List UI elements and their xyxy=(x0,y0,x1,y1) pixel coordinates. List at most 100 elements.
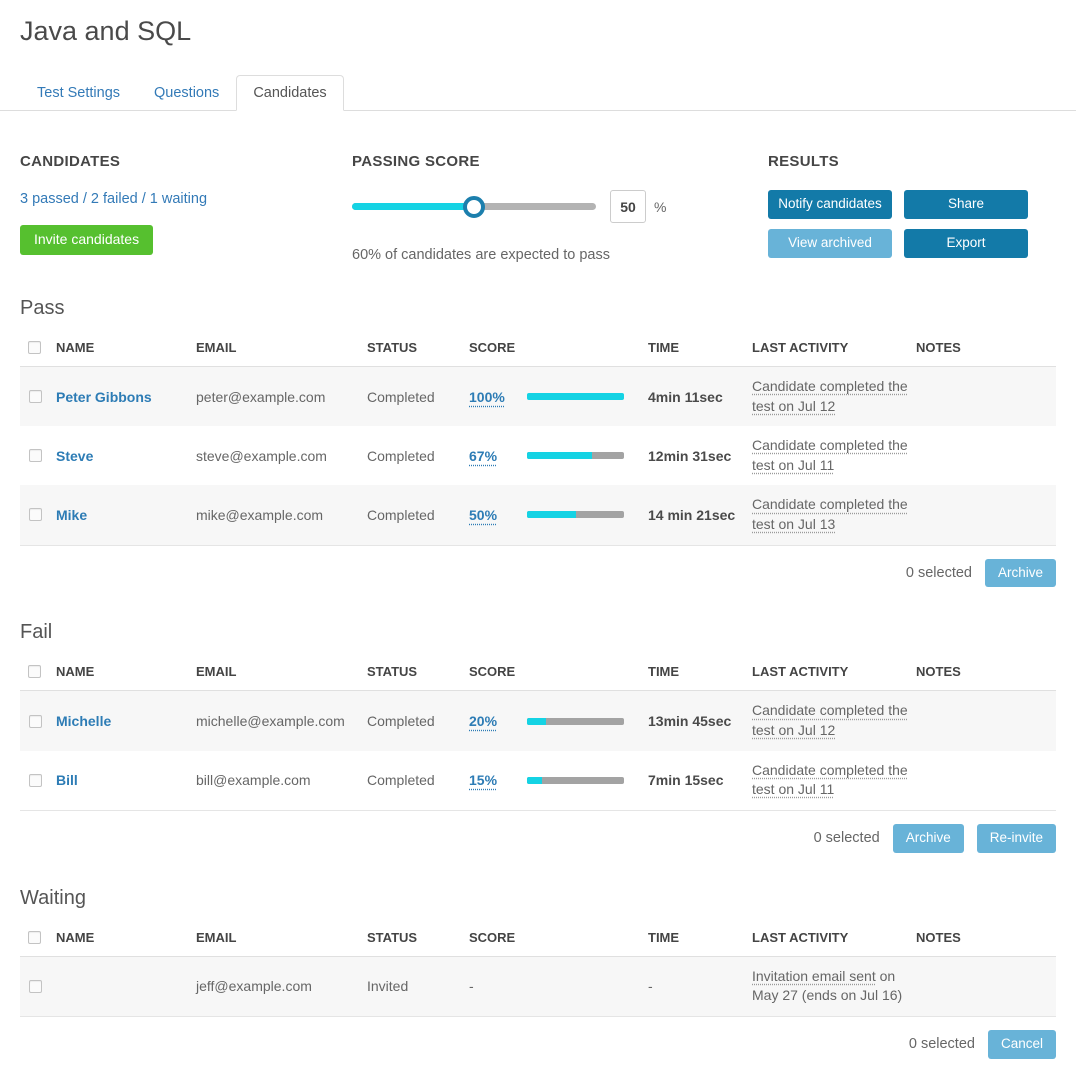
passing-score-slider-row: % xyxy=(352,190,768,223)
activity-link[interactable]: Invitation email sent xyxy=(752,967,876,984)
passing-score-input[interactable] xyxy=(610,190,646,223)
candidate-name[interactable]: Bill xyxy=(56,772,78,789)
score-link[interactable]: 20% xyxy=(469,713,498,730)
tab-candidates[interactable]: Candidates xyxy=(236,75,344,111)
notify-candidates-button[interactable]: Notify candidates xyxy=(768,190,892,219)
candidate-email: jeff@example.com xyxy=(196,978,312,995)
candidate-section: Fail NAME EMAIL STATUS SCORE TIME LAST ACTIVI… xyxy=(0,621,1076,853)
table-header-row: NAME EMAIL STATUS SCORE TIME LAST ACTIVITY NOT… xyxy=(20,923,1056,957)
column-header-last-activity: LAST ACTIVITY xyxy=(752,923,916,957)
candidate-time: 4min 11sec xyxy=(648,388,723,405)
score-link[interactable]: 15% xyxy=(469,772,498,789)
column-header-score: SCORE xyxy=(469,658,648,692)
view-archived-button[interactable]: View archived xyxy=(768,228,892,258)
status-cell: Completed xyxy=(367,485,469,545)
name-cell: Mike xyxy=(56,485,196,545)
footer-buttons: Cancel xyxy=(987,1029,1056,1059)
candidate-time: 14 min 21sec xyxy=(648,506,736,523)
activity-link[interactable]: Candidate completed the test on Jul 11 xyxy=(752,437,908,473)
row-checkbox[interactable] xyxy=(29,979,42,993)
score-cell: 20% xyxy=(469,691,648,751)
candidate-row: Steve steve@example.com Completed 67% 12… xyxy=(20,426,1056,485)
footer-buttons: Archive Re-invite xyxy=(892,823,1056,853)
activity-link[interactable]: Candidate completed the test on Jul 13 xyxy=(752,496,908,532)
candidate-name[interactable]: Mike xyxy=(56,506,88,523)
expected-pass-text: 60% of candidates are expected to pass xyxy=(352,247,610,263)
candidate-section: Waiting NAME EMAIL STATUS SCORE TIME LAST ACT… xyxy=(0,887,1076,1059)
tab-questions[interactable]: Questions xyxy=(154,85,220,101)
time-cell: 7min 15sec xyxy=(648,751,752,811)
name-cell: Steve xyxy=(56,426,196,485)
table-header-row: NAME EMAIL STATUS SCORE TIME LAST ACTIVITY NOT… xyxy=(20,658,1056,692)
candidate-status: Completed xyxy=(367,447,435,464)
column-header-status: STATUS xyxy=(367,334,469,367)
slider-handle[interactable] xyxy=(463,195,485,218)
candidate-status: Completed xyxy=(367,772,435,789)
results-heading: RESULTS xyxy=(768,153,839,170)
notes-cell xyxy=(916,691,1056,751)
candidate-name[interactable]: Steve xyxy=(56,447,94,464)
candidate-section: Pass NAME EMAIL STATUS SCORE TIME LAST ACTIVI… xyxy=(0,297,1076,588)
export-button[interactable]: Export xyxy=(904,228,1028,258)
column-header-time: TIME xyxy=(648,658,752,692)
candidate-status: Completed xyxy=(367,713,435,730)
score-link[interactable]: 67% xyxy=(469,447,498,464)
row-checkbox[interactable] xyxy=(29,390,42,404)
email-cell: peter@example.com xyxy=(196,367,367,427)
table-header-row: NAME EMAIL STATUS SCORE TIME LAST ACTIVITY NOT… xyxy=(20,334,1056,367)
candidate-name[interactable]: Michelle xyxy=(56,713,112,730)
column-header-last-activity: LAST ACTIVITY xyxy=(752,658,916,692)
re-invite-button[interactable]: Re-invite xyxy=(976,823,1056,853)
score-cell: 100% xyxy=(469,367,648,427)
candidate-time: 13min 45sec xyxy=(648,713,732,730)
tab-test-settings[interactable]: Test Settings xyxy=(37,85,121,101)
cancel-button[interactable]: Cancel xyxy=(987,1029,1056,1059)
page-title: Java and SQL xyxy=(20,16,192,46)
candidate-row: Bill bill@example.com Completed 15% 7min… xyxy=(20,751,1056,811)
column-header-notes: NOTES xyxy=(916,923,1056,957)
score-bar-fill xyxy=(527,511,576,519)
email-cell: steve@example.com xyxy=(196,426,367,485)
row-select-cell xyxy=(20,485,56,545)
results-buttons: Notify candidates Share View archived Ex… xyxy=(768,190,1056,258)
candidate-row: Michelle michelle@example.com Completed … xyxy=(20,690,1056,751)
candidate-email: peter@example.com xyxy=(196,388,326,405)
time-cell: 12min 31sec xyxy=(648,426,752,485)
row-select-cell xyxy=(20,367,56,427)
row-checkbox[interactable] xyxy=(29,773,42,787)
activity-link[interactable]: Candidate completed the test on Jul 12 xyxy=(752,378,908,414)
candidate-time: - xyxy=(648,978,653,995)
email-cell: mike@example.com xyxy=(196,485,367,545)
invite-candidates-button[interactable]: Invite candidates xyxy=(20,225,154,255)
select-all-checkbox[interactable] xyxy=(28,930,41,944)
column-header-name: NAME xyxy=(56,923,196,957)
archive-button[interactable]: Archive xyxy=(892,823,964,853)
results-panel: RESULTS Notify candidates Share View arc… xyxy=(768,153,1056,263)
table-body: Peter Gibbons peter@example.com Complete… xyxy=(20,366,1056,546)
score-link[interactable]: 50% xyxy=(469,506,498,523)
passing-score-slider[interactable] xyxy=(352,195,596,218)
activity-link[interactable]: Candidate completed the test on Jul 12 xyxy=(752,702,908,739)
select-all-checkbox[interactable] xyxy=(28,341,41,354)
score-bar-fill xyxy=(527,717,547,725)
score-cell: 50% xyxy=(469,485,648,545)
row-checkbox[interactable] xyxy=(29,449,42,463)
candidate-email: michelle@example.com xyxy=(196,713,345,730)
score-bar-fill xyxy=(527,393,624,401)
select-all-checkbox[interactable] xyxy=(28,665,41,679)
candidate-name[interactable]: Peter Gibbons xyxy=(56,388,152,405)
row-checkbox[interactable] xyxy=(29,508,42,522)
status-cell: Completed xyxy=(367,367,469,427)
share-button[interactable]: Share xyxy=(904,190,1028,219)
select-all-header xyxy=(20,658,56,692)
score-bar-fill xyxy=(527,776,542,784)
activity-link[interactable]: Candidate completed the test on Jul 11 xyxy=(752,761,908,798)
candidate-status: Completed xyxy=(367,506,435,523)
last-activity-cell: Invitation email sent on May 27 (ends on… xyxy=(752,956,916,1016)
candidates-table: NAME EMAIL STATUS SCORE TIME LAST ACTIVITY NOT… xyxy=(20,658,1056,811)
column-header-status: STATUS xyxy=(367,923,469,957)
row-checkbox[interactable] xyxy=(29,714,42,728)
archive-button[interactable]: Archive xyxy=(984,558,1056,588)
candidate-counts-link[interactable]: 3 passed / 2 failed / 1 waiting xyxy=(20,191,208,207)
score-link[interactable]: 100% xyxy=(469,388,505,405)
